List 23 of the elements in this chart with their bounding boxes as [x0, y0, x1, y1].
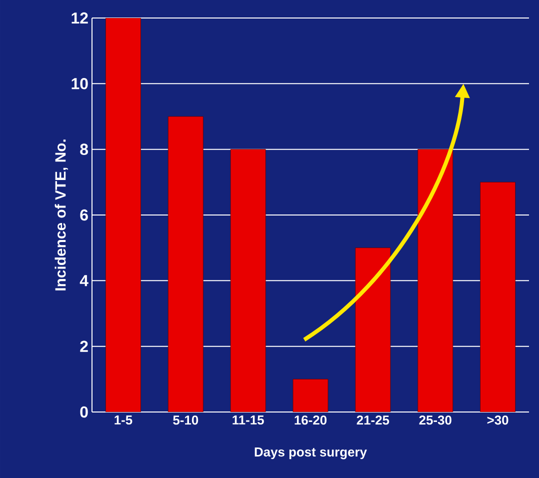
- x-tick-label: >30: [487, 416, 508, 425]
- bar: [168, 116, 204, 412]
- y-tick-label: 0: [80, 406, 88, 418]
- x-tick-label: 16-20: [294, 416, 327, 425]
- bar: [480, 182, 516, 412]
- y-tick-label: 12: [72, 12, 88, 24]
- y-tick-label: 2: [80, 340, 88, 352]
- bar: [230, 149, 266, 412]
- y-tick-label: 6: [80, 209, 88, 221]
- y-tick-label: 8: [80, 144, 88, 155]
- y-tick-label: 10: [72, 78, 88, 90]
- bar: [106, 18, 141, 412]
- x-tick-label: 21-25: [356, 416, 390, 425]
- y-axis-title: Incidence of VTE, No.: [54, 140, 68, 290]
- x-tick-label: 11-15: [232, 416, 264, 425]
- bar: [418, 149, 454, 412]
- bar: [355, 248, 391, 412]
- x-tick-label: 25-30: [419, 416, 452, 425]
- y-tick-label: 4: [80, 275, 88, 286]
- bar: [292, 378, 328, 412]
- x-tick-label: 1-5: [114, 416, 132, 425]
- x-tick-label: 5-10: [173, 416, 198, 425]
- x-axis-title: Days post surgery: [254, 448, 367, 460]
